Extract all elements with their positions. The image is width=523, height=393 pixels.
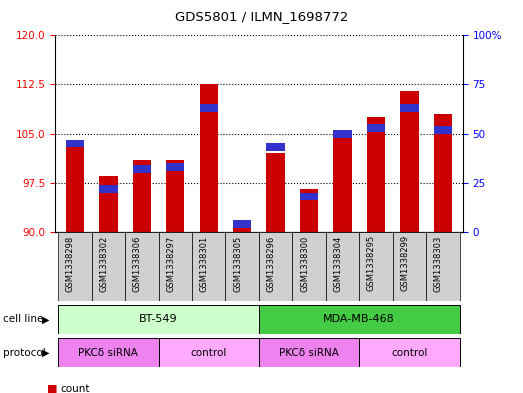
Bar xyxy=(158,338,259,367)
Text: GDS5801 / ILMN_1698772: GDS5801 / ILMN_1698772 xyxy=(175,10,348,23)
Bar xyxy=(359,232,393,301)
Bar xyxy=(225,232,259,301)
Text: GSM1338301: GSM1338301 xyxy=(200,235,209,292)
Bar xyxy=(292,232,326,301)
Bar xyxy=(58,232,92,301)
Text: count: count xyxy=(60,384,89,393)
Bar xyxy=(99,185,118,193)
Bar xyxy=(400,104,418,112)
Bar xyxy=(200,104,218,112)
Bar xyxy=(133,165,151,173)
Text: BT-549: BT-549 xyxy=(139,314,178,324)
Text: GSM1338298: GSM1338298 xyxy=(66,235,75,292)
Bar xyxy=(200,84,218,232)
Bar xyxy=(259,305,460,334)
Bar xyxy=(367,117,385,232)
Bar xyxy=(400,91,418,232)
Bar xyxy=(434,126,452,134)
Text: ▶: ▶ xyxy=(42,314,50,324)
Text: GSM1338297: GSM1338297 xyxy=(166,235,175,292)
Text: PKCδ siRNA: PKCδ siRNA xyxy=(279,348,339,358)
Text: GSM1338300: GSM1338300 xyxy=(300,235,309,292)
Text: GSM1338303: GSM1338303 xyxy=(434,235,443,292)
Bar xyxy=(359,338,460,367)
Bar xyxy=(266,153,285,232)
Bar xyxy=(66,143,84,232)
Text: GSM1338305: GSM1338305 xyxy=(233,235,242,292)
Text: control: control xyxy=(391,348,427,358)
Bar xyxy=(58,338,158,367)
Bar xyxy=(393,232,426,301)
Text: PKCδ siRNA: PKCδ siRNA xyxy=(78,348,139,358)
Bar xyxy=(333,130,351,232)
Text: GSM1338302: GSM1338302 xyxy=(99,235,108,292)
Bar xyxy=(158,232,192,301)
Bar xyxy=(326,232,359,301)
Text: ▶: ▶ xyxy=(42,348,50,358)
Text: GSM1338299: GSM1338299 xyxy=(400,235,410,292)
Text: cell line: cell line xyxy=(3,314,43,324)
Bar xyxy=(434,114,452,232)
Text: GSM1338304: GSM1338304 xyxy=(334,235,343,292)
Text: GSM1338306: GSM1338306 xyxy=(133,235,142,292)
Bar xyxy=(233,222,252,232)
Bar xyxy=(166,160,185,232)
Bar xyxy=(99,176,118,232)
Bar xyxy=(92,232,125,301)
Bar xyxy=(166,163,185,171)
Bar xyxy=(125,232,158,301)
Bar xyxy=(300,189,318,232)
Bar xyxy=(259,232,292,301)
Bar xyxy=(300,193,318,200)
Bar xyxy=(66,140,84,147)
Text: control: control xyxy=(190,348,227,358)
Text: protocol: protocol xyxy=(3,348,46,358)
Bar xyxy=(192,232,225,301)
Bar xyxy=(426,232,460,301)
Text: GSM1338296: GSM1338296 xyxy=(267,235,276,292)
Bar xyxy=(367,124,385,132)
Bar xyxy=(259,338,359,367)
Bar xyxy=(266,143,285,151)
Bar xyxy=(58,305,259,334)
Text: MDA-MB-468: MDA-MB-468 xyxy=(323,314,395,324)
Bar xyxy=(233,220,252,228)
Bar xyxy=(333,130,351,138)
Bar xyxy=(133,160,151,232)
Text: ■: ■ xyxy=(47,384,58,393)
Text: GSM1338295: GSM1338295 xyxy=(367,235,376,292)
